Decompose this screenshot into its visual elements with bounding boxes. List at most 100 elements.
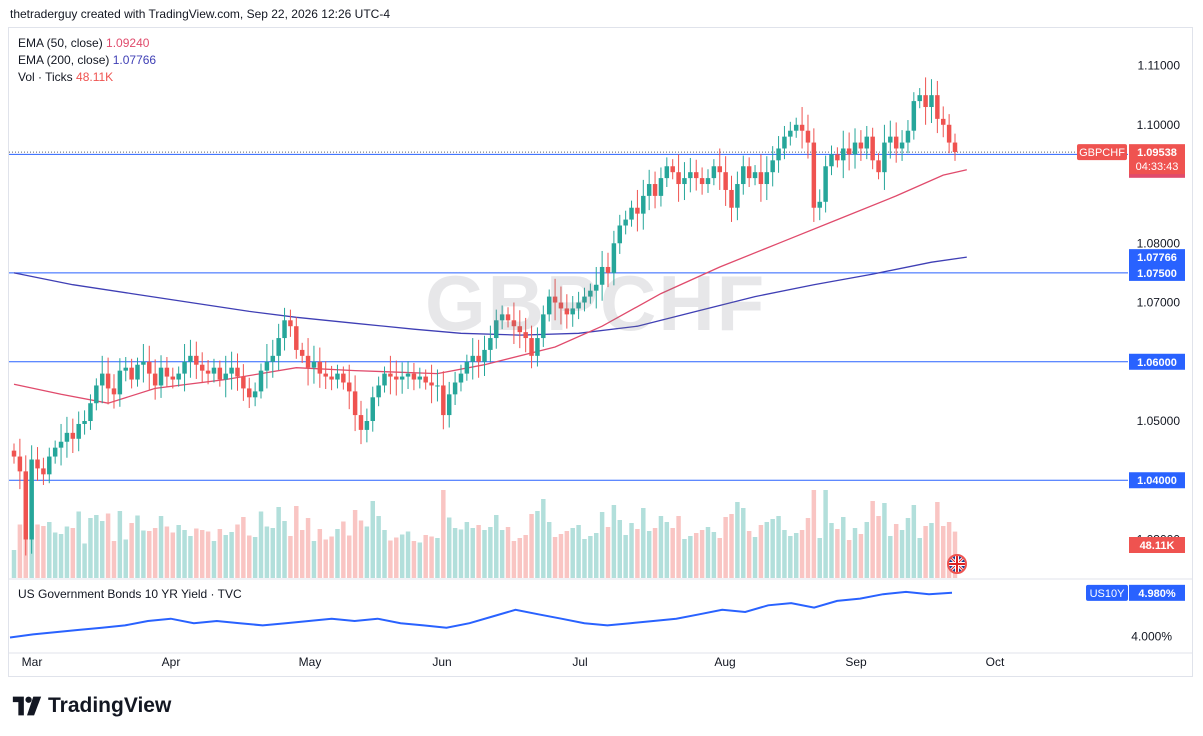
- candle-body: [517, 326, 523, 333]
- time-axis-tick: May: [299, 655, 322, 669]
- volume-bar: [82, 543, 87, 578]
- price-axis-tick: 1.11000: [1138, 59, 1181, 73]
- candle-body: [446, 394, 452, 416]
- candle-body: [11, 450, 17, 457]
- candle-body: [41, 468, 46, 475]
- yield-value-bg: [1129, 584, 1185, 601]
- volume-bar: [47, 522, 52, 578]
- volume-bar: [123, 539, 128, 578]
- volume-bar: [152, 528, 158, 578]
- volume-bar: [893, 524, 899, 578]
- volume-bar: [446, 517, 452, 578]
- volume-bar: [499, 530, 505, 578]
- candle-body: [835, 154, 840, 161]
- yield-symbol: US10Y: [1090, 588, 1126, 600]
- legend-ema200-label: EMA (200, close): [18, 53, 110, 67]
- candle-body: [176, 373, 181, 380]
- volume-bar: [611, 505, 617, 578]
- candle-body: [394, 376, 399, 380]
- volume-bar: [923, 526, 928, 578]
- price-axis-tick: 1.10000: [1137, 118, 1181, 132]
- candle-body: [188, 355, 193, 362]
- candle-body: [317, 361, 323, 374]
- candle-body: [693, 172, 699, 179]
- volume-bar: [835, 529, 840, 578]
- volume-bar: [76, 511, 81, 578]
- volume-bar: [641, 508, 646, 578]
- volume-bar: [470, 528, 475, 578]
- candle-body: [258, 370, 264, 392]
- candle-body: [811, 142, 817, 208]
- price-label-bg: [1129, 264, 1185, 281]
- candle-body: [111, 388, 117, 395]
- candle-body: [876, 160, 881, 173]
- legend-ema200[interactable]: EMA (200, close) 1.07766: [18, 52, 156, 69]
- time-axis-tick: Oct: [986, 655, 1005, 669]
- tradingview-brand[interactable]: TradingView: [48, 694, 172, 717]
- volume-bar: [505, 527, 511, 578]
- candle-body: [423, 376, 428, 383]
- candle-body: [405, 373, 411, 377]
- volume-bar: [188, 536, 193, 578]
- volume-bar: [552, 537, 558, 578]
- candle-body: [282, 320, 287, 339]
- ema-price-label: 1.07766: [1137, 252, 1177, 264]
- candle-body: [770, 160, 775, 173]
- volume-bar: [476, 525, 481, 578]
- volume-bar: [946, 522, 952, 578]
- candle-body: [911, 101, 917, 131]
- yield-axis-tick: 4.000%: [1131, 630, 1172, 644]
- candle-body: [270, 355, 276, 362]
- us10y-line: [9, 590, 953, 639]
- volume-bar: [429, 536, 434, 578]
- candle-body: [399, 376, 405, 380]
- candle-body: [558, 302, 564, 309]
- chart-header: thetraderguy created with TradingView.co…: [10, 7, 390, 21]
- candle-body: [264, 361, 270, 371]
- volume-bar: [276, 507, 281, 578]
- volume-bar: [788, 536, 793, 578]
- volume-bar: [199, 530, 205, 578]
- candle-body: [635, 207, 640, 214]
- candle-body: [758, 172, 764, 185]
- volume-bar: [99, 521, 105, 578]
- candle-body: [23, 471, 28, 540]
- time-axis-tick: Aug: [714, 655, 735, 669]
- candle-body: [458, 373, 464, 383]
- candle-body: [294, 326, 299, 350]
- candle-body: [346, 382, 352, 392]
- candle-body: [576, 302, 581, 309]
- volume-bar: [41, 526, 46, 578]
- candle-body: [511, 320, 517, 327]
- volume-bar: [464, 522, 470, 578]
- volume-bar: [211, 541, 217, 578]
- legend-volume[interactable]: Vol · Ticks 48.11K: [18, 69, 156, 86]
- candle-body: [305, 355, 311, 368]
- volume-label-bg: [1129, 537, 1185, 553]
- volume-bar: [776, 516, 781, 578]
- ema-price-label-bg: [1129, 249, 1185, 266]
- volume-bar: [294, 506, 299, 578]
- candle-body: [147, 361, 152, 374]
- candle-body: [752, 172, 758, 179]
- volume-bar: [394, 537, 399, 578]
- candle-body: [311, 361, 317, 368]
- volume-bar: [699, 530, 705, 578]
- candle-body: [658, 178, 664, 196]
- candle-body: [594, 284, 599, 291]
- volume-bar: [729, 514, 734, 578]
- candle-body: [82, 421, 87, 424]
- volume-bar: [582, 539, 587, 578]
- volume-bar: [282, 521, 287, 578]
- volume-bar: [241, 517, 246, 578]
- uk-flag-icon[interactable]: [947, 554, 967, 574]
- volume-label: 48.11K: [1140, 540, 1175, 552]
- legend-ema50[interactable]: EMA (50, close) 1.09240: [18, 35, 156, 52]
- volume-bar: [35, 524, 40, 578]
- candle-body: [546, 296, 552, 315]
- tradingview-logo-icon[interactable]: [12, 695, 42, 717]
- candle-body: [52, 447, 58, 457]
- volume-bar: [435, 538, 440, 578]
- volume-bar: [799, 530, 805, 578]
